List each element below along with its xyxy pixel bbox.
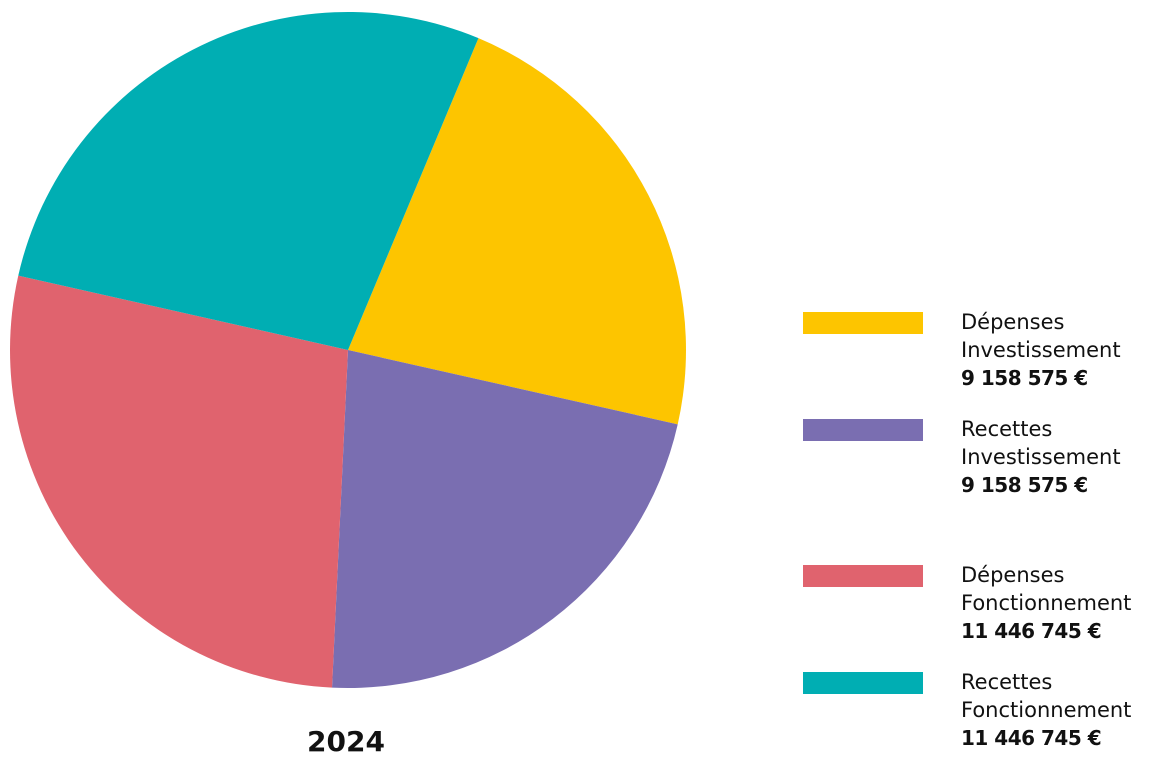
legend-label-line2: Fonctionnement	[961, 698, 1132, 722]
slice-depenses-fonctionnement	[10, 275, 349, 688]
legend-item-recettes-investissement: Recettes Investissement 9 158 575 €	[803, 417, 1170, 509]
legend-swatch	[803, 565, 923, 587]
slice-recettes-fonctionnement	[18, 11, 479, 351]
legend: Dépenses Investissement 9 158 575 € Rece…	[803, 0, 1170, 780]
legend-label-line2: Investissement	[961, 445, 1121, 469]
legend-label-line1: Recettes	[961, 670, 1053, 694]
legend-swatch	[803, 312, 923, 334]
legend-value: 11 446 745 €	[961, 726, 1102, 750]
legend-value: 9 158 575 €	[961, 473, 1088, 497]
legend-swatch	[803, 672, 923, 694]
legend-text: Dépenses Investissement 9 158 575 €	[961, 308, 1170, 392]
legend-label-line2: Investissement	[961, 338, 1121, 362]
legend-text: Recettes Fonctionnement 11 446 745 €	[961, 668, 1170, 752]
legend-item-depenses-fonctionnement: Dépenses Fonctionnement 11 446 745 €	[803, 563, 1170, 655]
legend-value: 11 446 745 €	[961, 619, 1102, 643]
legend-item-depenses-investissement: Dépenses Investissement 9 158 575 €	[803, 310, 1170, 402]
pie-chart	[10, 11, 686, 688]
legend-label-line1: Dépenses	[961, 310, 1065, 334]
legend-label-line1: Recettes	[961, 417, 1053, 441]
legend-label-line2: Fonctionnement	[961, 591, 1132, 615]
slice-recettes-investissement	[332, 350, 678, 688]
legend-value: 9 158 575 €	[961, 366, 1088, 390]
legend-swatch	[803, 419, 923, 441]
legend-text: Dépenses Fonctionnement 11 446 745 €	[961, 561, 1170, 645]
slice-depenses-investissement	[348, 38, 686, 425]
legend-item-recettes-fonctionnement: Recettes Fonctionnement 11 446 745 €	[803, 670, 1170, 762]
chart-caption: 2024	[307, 725, 385, 758]
legend-text: Recettes Investissement 9 158 575 €	[961, 415, 1170, 499]
legend-label-line1: Dépenses	[961, 563, 1065, 587]
